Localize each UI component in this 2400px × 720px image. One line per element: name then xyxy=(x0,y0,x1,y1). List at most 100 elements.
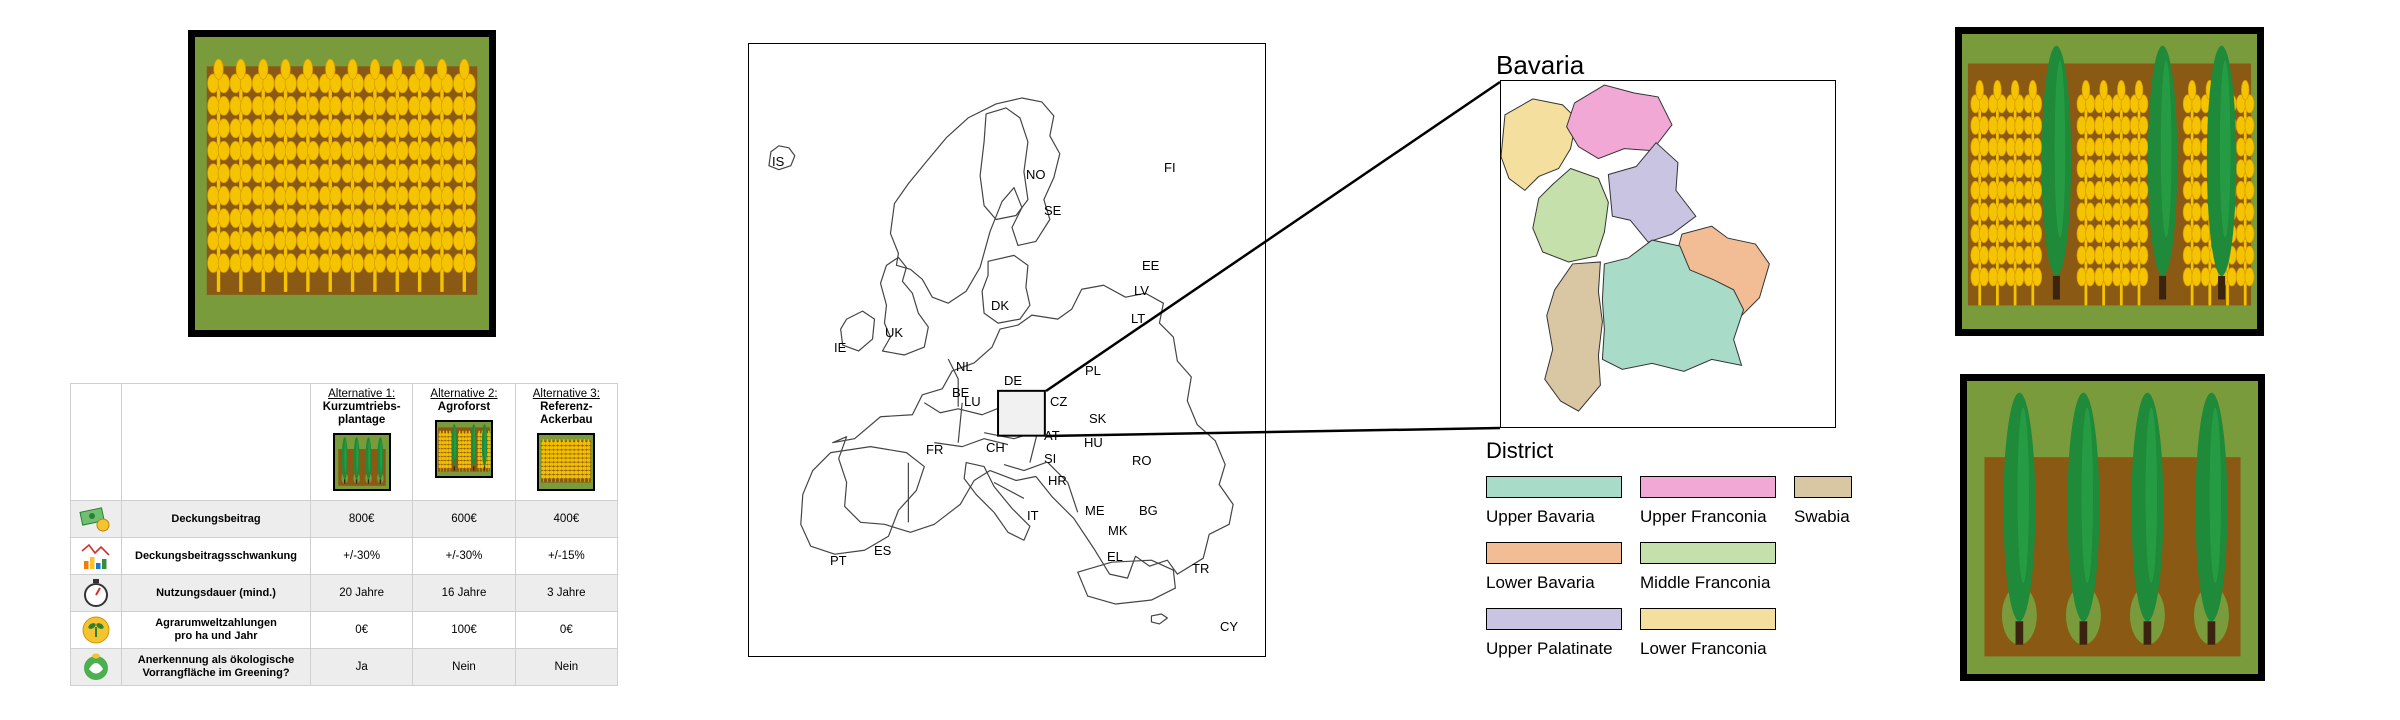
country-code-lt: LT xyxy=(1131,311,1146,326)
district-upper-bavaria xyxy=(1601,239,1745,372)
country-code-at: AT xyxy=(1044,428,1060,443)
country-code-nl: NL xyxy=(956,359,973,374)
row-label: Deckungsbeitragsschwankung xyxy=(121,537,311,575)
header-empty-cell xyxy=(70,383,122,501)
legend-label: Lower Bavaria xyxy=(1486,573,1595,592)
stopwatch-icon xyxy=(84,579,108,607)
turkey-shape xyxy=(1077,559,1176,605)
country-code-hu: HU xyxy=(1084,435,1103,450)
country-code-cy: CY xyxy=(1220,619,1239,634)
poplar-plantation-panel xyxy=(1960,374,2265,681)
europe-map xyxy=(748,43,1266,657)
row-label: Agrarumweltzahlungen pro ha und Jahr xyxy=(121,611,311,649)
country-code-uk: UK xyxy=(885,325,904,340)
legend-item: Upper Palatinate xyxy=(1486,608,1622,659)
alternative-header-2: Alternative 2: Agroforst xyxy=(412,383,516,501)
subsidy-icon xyxy=(82,616,110,644)
row-label-line: Nutzungsdauer (mind.) xyxy=(156,586,276,599)
country-code-pt: PT xyxy=(830,553,847,568)
legend-label: Upper Bavaria xyxy=(1486,507,1595,526)
header-empty-cell xyxy=(121,383,311,501)
legend-label: Swabia xyxy=(1794,507,1850,526)
baltics-shape xyxy=(981,254,1031,324)
legend-swatch xyxy=(1640,476,1776,498)
row-value-alt-1: Ja xyxy=(309,648,414,686)
row-icon-cell xyxy=(70,574,122,612)
alternative-subtitle: Referenz- xyxy=(540,401,593,413)
comparison-table: Alternative 1: Kurzumtriebs-plantage Alter… xyxy=(70,383,619,686)
table-row: Deckungsbeitragsschwankung +/-30% +/-30% +/… xyxy=(70,537,619,575)
alternative-header-3: Alternative 3: Referenz- Ackerbau xyxy=(514,383,619,501)
country-code-me: ME xyxy=(1085,503,1105,518)
row-icon-cell xyxy=(70,648,122,686)
table-row: Deckungsbeitrag 800€ 600€ 400€ xyxy=(70,500,619,538)
row-label-line: Vorrangfläche im Greening? xyxy=(142,667,290,679)
ireland-shape xyxy=(840,310,876,352)
table-header-row: Alternative 1: Kurzumtriebs-plantage Alter… xyxy=(70,383,619,501)
legend-swatch xyxy=(1486,608,1622,630)
iberia-shape xyxy=(800,446,925,555)
row-value-alt-2: 600€ xyxy=(412,500,516,538)
legend-swatch xyxy=(1486,476,1622,498)
money-icon xyxy=(79,507,110,532)
legend-label: Upper Franconia xyxy=(1640,507,1767,526)
bavaria-highlight-box xyxy=(997,389,1046,437)
row-label: Anerkennung als ökologische Vorrangfläche… xyxy=(121,648,311,686)
iceland-shape xyxy=(768,145,796,171)
poplar-thumb xyxy=(332,433,391,491)
alternative-title: Alternative 2: xyxy=(430,388,498,400)
chart-icon xyxy=(81,543,110,569)
row-value-alt-3: 3 Jahre xyxy=(514,574,619,612)
legend-label: Middle Franconia xyxy=(1640,573,1771,592)
scandinavia-shape xyxy=(889,97,1061,304)
agroforest-panel xyxy=(1955,27,2264,336)
row-value-alt-2: 16 Jahre xyxy=(412,574,516,612)
country-code-cz: CZ xyxy=(1050,394,1068,409)
row-value-alt-3: 0€ xyxy=(514,611,619,649)
country-code-lv: LV xyxy=(1134,283,1149,298)
wheat-field-panel xyxy=(188,30,496,337)
cyprus-shape xyxy=(1150,613,1168,625)
country-code-be: BE xyxy=(952,385,970,400)
row-label-line: Deckungsbeitragsschwankung xyxy=(135,549,297,562)
legend-item: Middle Franconia xyxy=(1640,542,1776,593)
row-label-line: Deckungsbeitrag xyxy=(171,512,261,525)
wheat-thumb xyxy=(537,433,596,491)
table-row: Nutzungsdauer (mind.) 20 Jahre 16 Jahre 3 J… xyxy=(70,574,619,612)
country-code-bg: BG xyxy=(1139,503,1158,518)
poplar-plantation-illustration xyxy=(1967,381,2258,674)
row-value-alt-3: 400€ xyxy=(514,500,619,538)
europe-outline xyxy=(768,97,1234,625)
row-value-alt-1: +/-30% xyxy=(309,537,414,575)
country-code-el: EL xyxy=(1107,549,1123,564)
country-code-pl: PL xyxy=(1085,363,1101,378)
row-icon-cell xyxy=(70,537,122,575)
row-label: Nutzungsdauer (mind.) xyxy=(121,574,311,612)
finland-shape xyxy=(979,107,1029,221)
alternative-subtitle: Ackerbau xyxy=(540,414,593,426)
country-code-is: IS xyxy=(772,154,785,169)
row-label: Deckungsbeitrag xyxy=(121,500,311,538)
country-code-no: NO xyxy=(1026,167,1046,182)
row-icon-cell xyxy=(70,611,122,649)
district-swabia xyxy=(1544,261,1603,412)
legend-item: Lower Bavaria xyxy=(1486,542,1622,593)
legend-item: Upper Franconia xyxy=(1640,476,1776,527)
row-label-line: Agrarumweltzahlungen xyxy=(155,617,277,629)
row-label-line: pro ha und Jahr xyxy=(174,630,258,642)
row-value-alt-3: Nein xyxy=(514,648,619,686)
district-upper-palatinate xyxy=(1607,141,1697,243)
bavaria-map xyxy=(1500,80,1836,428)
country-code-lu: LU xyxy=(964,394,981,409)
country-code-tr: TR xyxy=(1192,561,1210,576)
mainland-shape xyxy=(832,284,1234,579)
agroforest-illustration xyxy=(1962,34,2257,329)
country-code-hr: HR xyxy=(1048,473,1067,488)
country-code-ch: CH xyxy=(986,440,1005,455)
country-code-ie: IE xyxy=(834,340,847,355)
agroforest-thumb xyxy=(434,420,493,478)
country-code-dk: DK xyxy=(991,298,1010,313)
legend-item: Lower Franconia xyxy=(1640,608,1776,659)
legend-swatch xyxy=(1486,542,1622,564)
bavaria-districts xyxy=(1501,84,1770,412)
